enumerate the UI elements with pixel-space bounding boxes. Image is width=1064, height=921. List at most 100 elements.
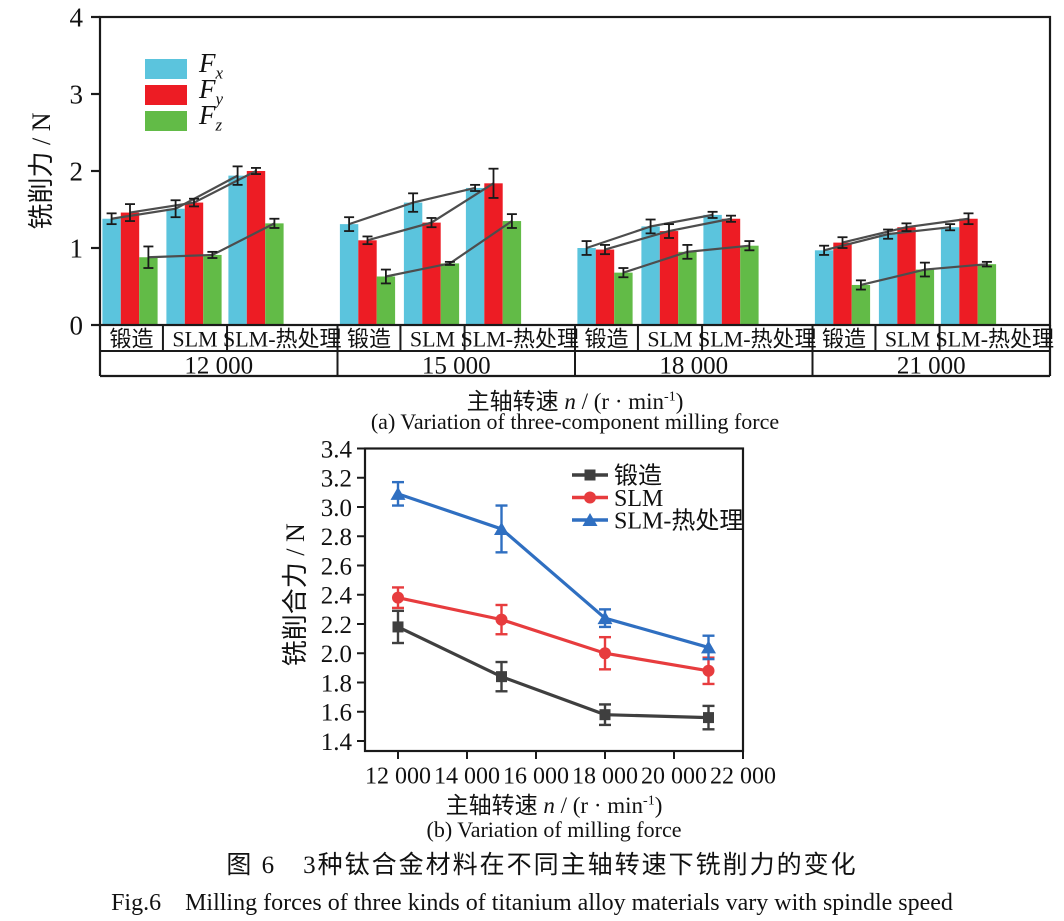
material-cell-label: 锻造	[822, 327, 866, 352]
x-tick-label: 16 000	[503, 763, 569, 785]
material-cell-label: 锻造	[584, 327, 628, 352]
marker-triangle	[597, 611, 613, 625]
series-line-SLM-热处理	[397, 492, 709, 649]
bar-Fx	[814, 250, 834, 325]
legend-label: 锻造	[614, 462, 662, 489]
series-line-SLM	[397, 596, 709, 673]
bar-Fz	[440, 263, 460, 325]
fx-color-swatch	[145, 58, 187, 79]
material-cell-label: SLM	[410, 327, 455, 352]
legend-marker	[584, 469, 596, 481]
speed-cell-label: 18 000	[659, 352, 728, 378]
bar-chart-legend: Fx Fy Fz	[145, 50, 223, 135]
marker-circle	[495, 613, 508, 626]
bar-Fz	[203, 254, 222, 325]
bar-Fy	[721, 218, 741, 325]
bar-Fx	[703, 214, 722, 325]
y-tick-label: 4	[70, 2, 84, 32]
y-tick-label: 2.0	[321, 641, 352, 668]
bar-Fz	[851, 284, 871, 325]
x-tick-label: 18 000	[572, 763, 638, 785]
bar-Fx	[102, 218, 121, 325]
marker-circle	[702, 664, 715, 677]
bar-Fy	[595, 249, 615, 325]
bar-Fy	[184, 202, 204, 325]
legend-item-fy: Fy	[145, 76, 223, 109]
figure-caption-zh: 图 6 3种钛合金材料在不同主轴转速下铣削力的变化	[226, 852, 858, 879]
bar-Fx	[166, 208, 185, 325]
y-tick-label: 3.0	[321, 495, 352, 522]
y-tick-label: 3.4	[321, 436, 353, 463]
y-axis-title-a: 铣削力 / N	[27, 112, 56, 229]
x-axis-label-a: 主轴转速 n / (r · min-1)	[466, 389, 684, 414]
bar-Fz	[915, 269, 935, 325]
series-line-锻造	[397, 625, 709, 720]
bar-Fx	[339, 224, 359, 325]
bar-Fx	[641, 226, 660, 325]
bar-Fy	[833, 242, 852, 325]
bar-Fz	[502, 221, 522, 325]
y-tick-label: 3	[70, 79, 84, 109]
speed-cell-label: 21 000	[897, 352, 966, 378]
fz-color-swatch	[145, 110, 187, 131]
y-tick-label: 2.6	[321, 553, 352, 580]
x-tick-label: 12 000	[365, 763, 431, 785]
bar-Fz	[139, 257, 158, 325]
marker-triangle	[494, 521, 509, 535]
bar-Fx	[403, 202, 423, 325]
legend-item-slm: SLM	[572, 486, 663, 512]
bar-Fy	[358, 240, 377, 325]
y-tick-label: 2.2	[321, 612, 352, 639]
legend-item-forged: 锻造	[572, 462, 662, 489]
marker-circle	[599, 647, 611, 660]
bar-Fz	[678, 251, 697, 325]
bar-Fz	[614, 272, 633, 325]
legend-label-fx: Fx	[199, 48, 224, 83]
material-cell-label: SLM	[647, 327, 692, 352]
y-tick-label: 2	[70, 156, 84, 186]
bar-Fy	[422, 222, 441, 325]
marker-circle	[392, 591, 404, 604]
marker-triangle	[390, 486, 406, 500]
bar-Fz	[265, 223, 284, 325]
y-tick-label: 2.8	[321, 524, 352, 551]
bar-Fy	[659, 231, 679, 325]
bar-Fx	[878, 234, 898, 325]
bar-Fy	[959, 218, 978, 325]
y-tick-label: 2.4	[321, 583, 353, 610]
legend-label-fz: Fz	[199, 100, 223, 135]
material-cell-label: SLM-热处理	[461, 327, 580, 352]
legend-label: SLM	[614, 486, 663, 512]
legend-marker	[584, 491, 596, 504]
y-tick-label: 1	[70, 233, 84, 263]
marker-triangle	[701, 640, 716, 654]
bar-Fx	[940, 227, 960, 325]
material-cell-label: SLM-热处理	[698, 327, 817, 352]
material-cell-label: SLM	[172, 327, 217, 352]
speed-cell-label: 15 000	[422, 352, 491, 378]
material-cell-label: SLM-热处理	[936, 327, 1055, 352]
legend-marker	[582, 513, 598, 526]
caption-b: (b) Variation of milling force	[426, 817, 682, 842]
y-axis-title-b: 铣削合力 / N	[281, 523, 310, 666]
caption-a: (a) Variation of three-component milling…	[370, 409, 780, 434]
marker-square	[496, 671, 507, 683]
legend-item-fx: Fx	[145, 50, 223, 83]
figure-caption-en: Fig.6 Milling forces of three kinds of t…	[111, 890, 953, 916]
material-cell-label: 锻造	[109, 327, 153, 352]
legend-item-slm-ht: SLM-热处理	[572, 507, 743, 534]
legend-label-fy: Fy	[199, 74, 224, 109]
y-tick-label: 1.4	[321, 729, 353, 756]
x-tick-label: 22 000	[710, 763, 776, 785]
marker-square	[703, 712, 714, 724]
resultant-force-line-chart: 1.41.61.82.02.22.42.62.83.03.23.412 000 1…	[281, 436, 776, 785]
material-cell-label: 锻造	[347, 327, 391, 352]
bar-Fy	[484, 183, 503, 325]
marker-square	[392, 621, 404, 633]
y-tick-label: 1.6	[321, 700, 352, 727]
bar-Fz	[740, 245, 759, 325]
x-tick-label: 20 000	[641, 763, 707, 785]
fy-color-swatch	[145, 84, 187, 105]
